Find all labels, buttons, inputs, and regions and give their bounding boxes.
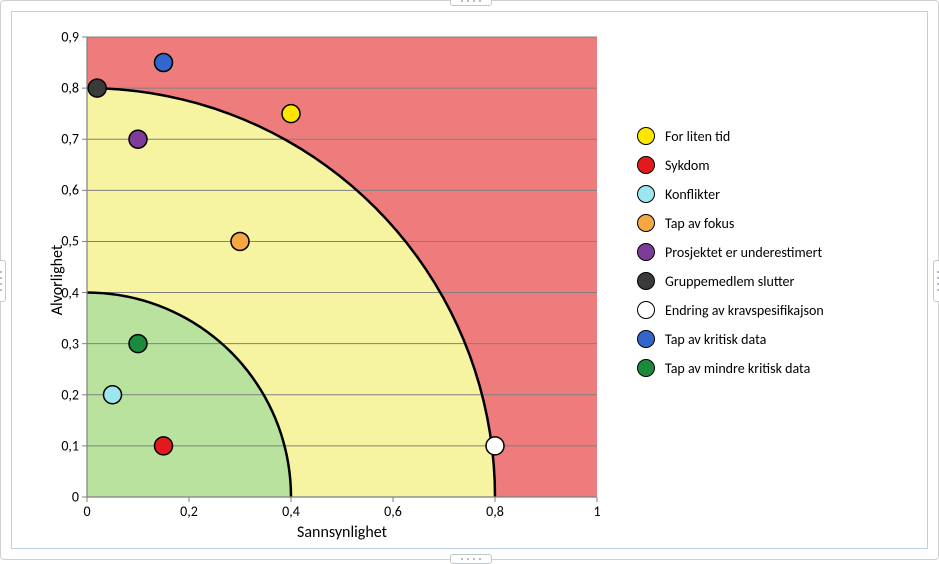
legend-label: Tap av fokus: [665, 215, 734, 232]
y-tick-label: 0,7: [61, 131, 79, 148]
legend-label: Konflikter: [665, 186, 720, 203]
data-point: [129, 335, 147, 353]
data-point: [282, 105, 300, 123]
x-axis-label: Sannsynlighet: [87, 523, 597, 542]
legend-marker: [637, 243, 655, 261]
x-tick-label: 0: [83, 503, 90, 520]
data-point: [88, 79, 106, 97]
legend-item: Tap av mindre kritisk data: [637, 359, 824, 377]
legend-item: Sykdom: [637, 156, 824, 174]
legend-label: Tap av mindre kritisk data: [665, 360, 810, 377]
legend-label: For liten tid: [665, 128, 730, 145]
chart-container: Alvorlighet 00,10,20,30,40,50,60,70,80,9…: [11, 11, 928, 549]
y-tick-label: 0,4: [61, 284, 79, 301]
plot-area: 00,10,20,30,40,50,60,70,80,900,20,40,60,…: [87, 37, 597, 497]
data-point: [155, 54, 173, 72]
legend-label: Tap av kritisk data: [665, 331, 766, 348]
y-tick-label: 0,8: [61, 80, 79, 97]
legend-item: Konflikter: [637, 185, 824, 203]
data-point: [486, 437, 504, 455]
y-tick-label: 0,2: [61, 386, 79, 403]
legend-label: Prosjektet er underestimert: [665, 244, 822, 261]
legend-item: For liten tid: [637, 127, 824, 145]
legend: For liten tid Sykdom Konflikter Tap av foku…: [637, 127, 824, 388]
data-point: [155, 437, 173, 455]
data-point: [129, 130, 147, 148]
legend-marker: [637, 272, 655, 290]
x-tick-label: 0,8: [486, 503, 504, 520]
legend-label: Sykdom: [665, 157, 710, 174]
legend-label: Endring av kravspesifikajson: [665, 302, 824, 319]
legend-marker: [637, 330, 655, 348]
legend-marker: [637, 214, 655, 232]
legend-item: Tap av kritisk data: [637, 330, 824, 348]
y-axis-label: Alvorlighet: [48, 245, 67, 316]
legend-label: Gruppemedlem slutter: [665, 273, 794, 290]
data-point: [104, 386, 122, 404]
legend-marker: [637, 185, 655, 203]
grip-handle-right[interactable]: [933, 260, 939, 302]
y-tick-label: 0,3: [61, 335, 79, 352]
grip-handle-left[interactable]: [0, 260, 6, 302]
x-tick-label: 0,4: [282, 503, 300, 520]
data-point: [231, 232, 249, 250]
legend-marker: [637, 301, 655, 319]
grip-handle-bottom[interactable]: [450, 554, 492, 564]
y-tick-label: 0,9: [61, 29, 79, 46]
x-tick-label: 0,6: [384, 503, 402, 520]
y-tick-label: 0: [72, 489, 79, 506]
chart-frame: Alvorlighet 00,10,20,30,40,50,60,70,80,9…: [0, 0, 939, 560]
legend-marker: [637, 156, 655, 174]
legend-marker: [637, 359, 655, 377]
legend-item: Gruppemedlem slutter: [637, 272, 824, 290]
y-tick-label: 0,6: [61, 182, 79, 199]
x-tick-label: 1: [593, 503, 600, 520]
y-tick-label: 0,5: [61, 233, 79, 250]
y-tick-label: 0,1: [61, 437, 79, 454]
plot-svg: [87, 37, 597, 497]
legend-item: Endring av kravspesifikajson: [637, 301, 824, 319]
legend-item: Prosjektet er underestimert: [637, 243, 824, 261]
x-tick-label: 0,2: [180, 503, 198, 520]
legend-marker: [637, 127, 655, 145]
legend-item: Tap av fokus: [637, 214, 824, 232]
grip-handle-top[interactable]: [450, 0, 492, 6]
